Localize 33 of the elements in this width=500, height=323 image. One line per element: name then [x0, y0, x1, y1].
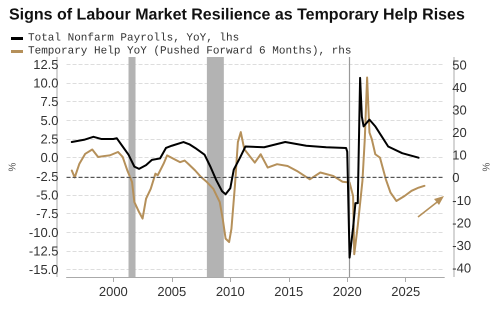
y-tick-label: -7.5	[36, 206, 59, 222]
y-tick-label: 5.0	[40, 112, 59, 128]
x-tick-label: 2020	[332, 284, 362, 299]
y2-tick-label: 50	[452, 57, 467, 72]
x-tick-label: 2000	[98, 284, 128, 299]
y-tick-label: 10.0	[33, 76, 59, 91]
chart-title: Signs of Labour Market Resilience as Temporary Help Rises	[9, 6, 465, 24]
y2-tick-label: 20	[452, 125, 467, 140]
y-tick-label: -15.0	[28, 262, 59, 278]
legend-label: Temporary Help YoY (Pushed Forward 6 Months), rhs	[28, 46, 352, 58]
y-tick-label: 7.5	[40, 94, 59, 110]
y2-tick-label: 0	[452, 170, 460, 186]
x-tick-label: 2025	[391, 284, 420, 299]
y-axis-title: %	[8, 162, 18, 172]
y-tick-label: 12.5	[33, 56, 59, 72]
y2-tick-label: -30	[452, 238, 472, 253]
y-tick-label: 2.5	[40, 132, 59, 147]
y-tick-label: -12.5	[28, 243, 59, 258]
y2-tick-label: 40	[452, 80, 467, 95]
y-tick-label: 0.0	[40, 150, 59, 166]
y2-tick-label: 10	[452, 148, 467, 163]
y-tick-label: -5.0	[36, 187, 59, 202]
y2-tick-label: -10	[452, 192, 472, 208]
y2-tick-label: 30	[452, 102, 467, 118]
y2-axis-title: %	[482, 162, 492, 172]
x-tick-label: 2010	[216, 284, 245, 299]
legend-label: Total Nonfarm Payrolls, YoY, lhs	[28, 32, 240, 44]
y2-tick-label: -40	[452, 260, 472, 276]
x-tick-label: 2005	[157, 284, 186, 299]
y2-tick-label: -20	[452, 215, 472, 230]
y-tick-label: -10.0	[28, 224, 59, 240]
y-tick-label: -2.5	[36, 168, 59, 184]
x-tick-label: 2015	[274, 284, 304, 299]
